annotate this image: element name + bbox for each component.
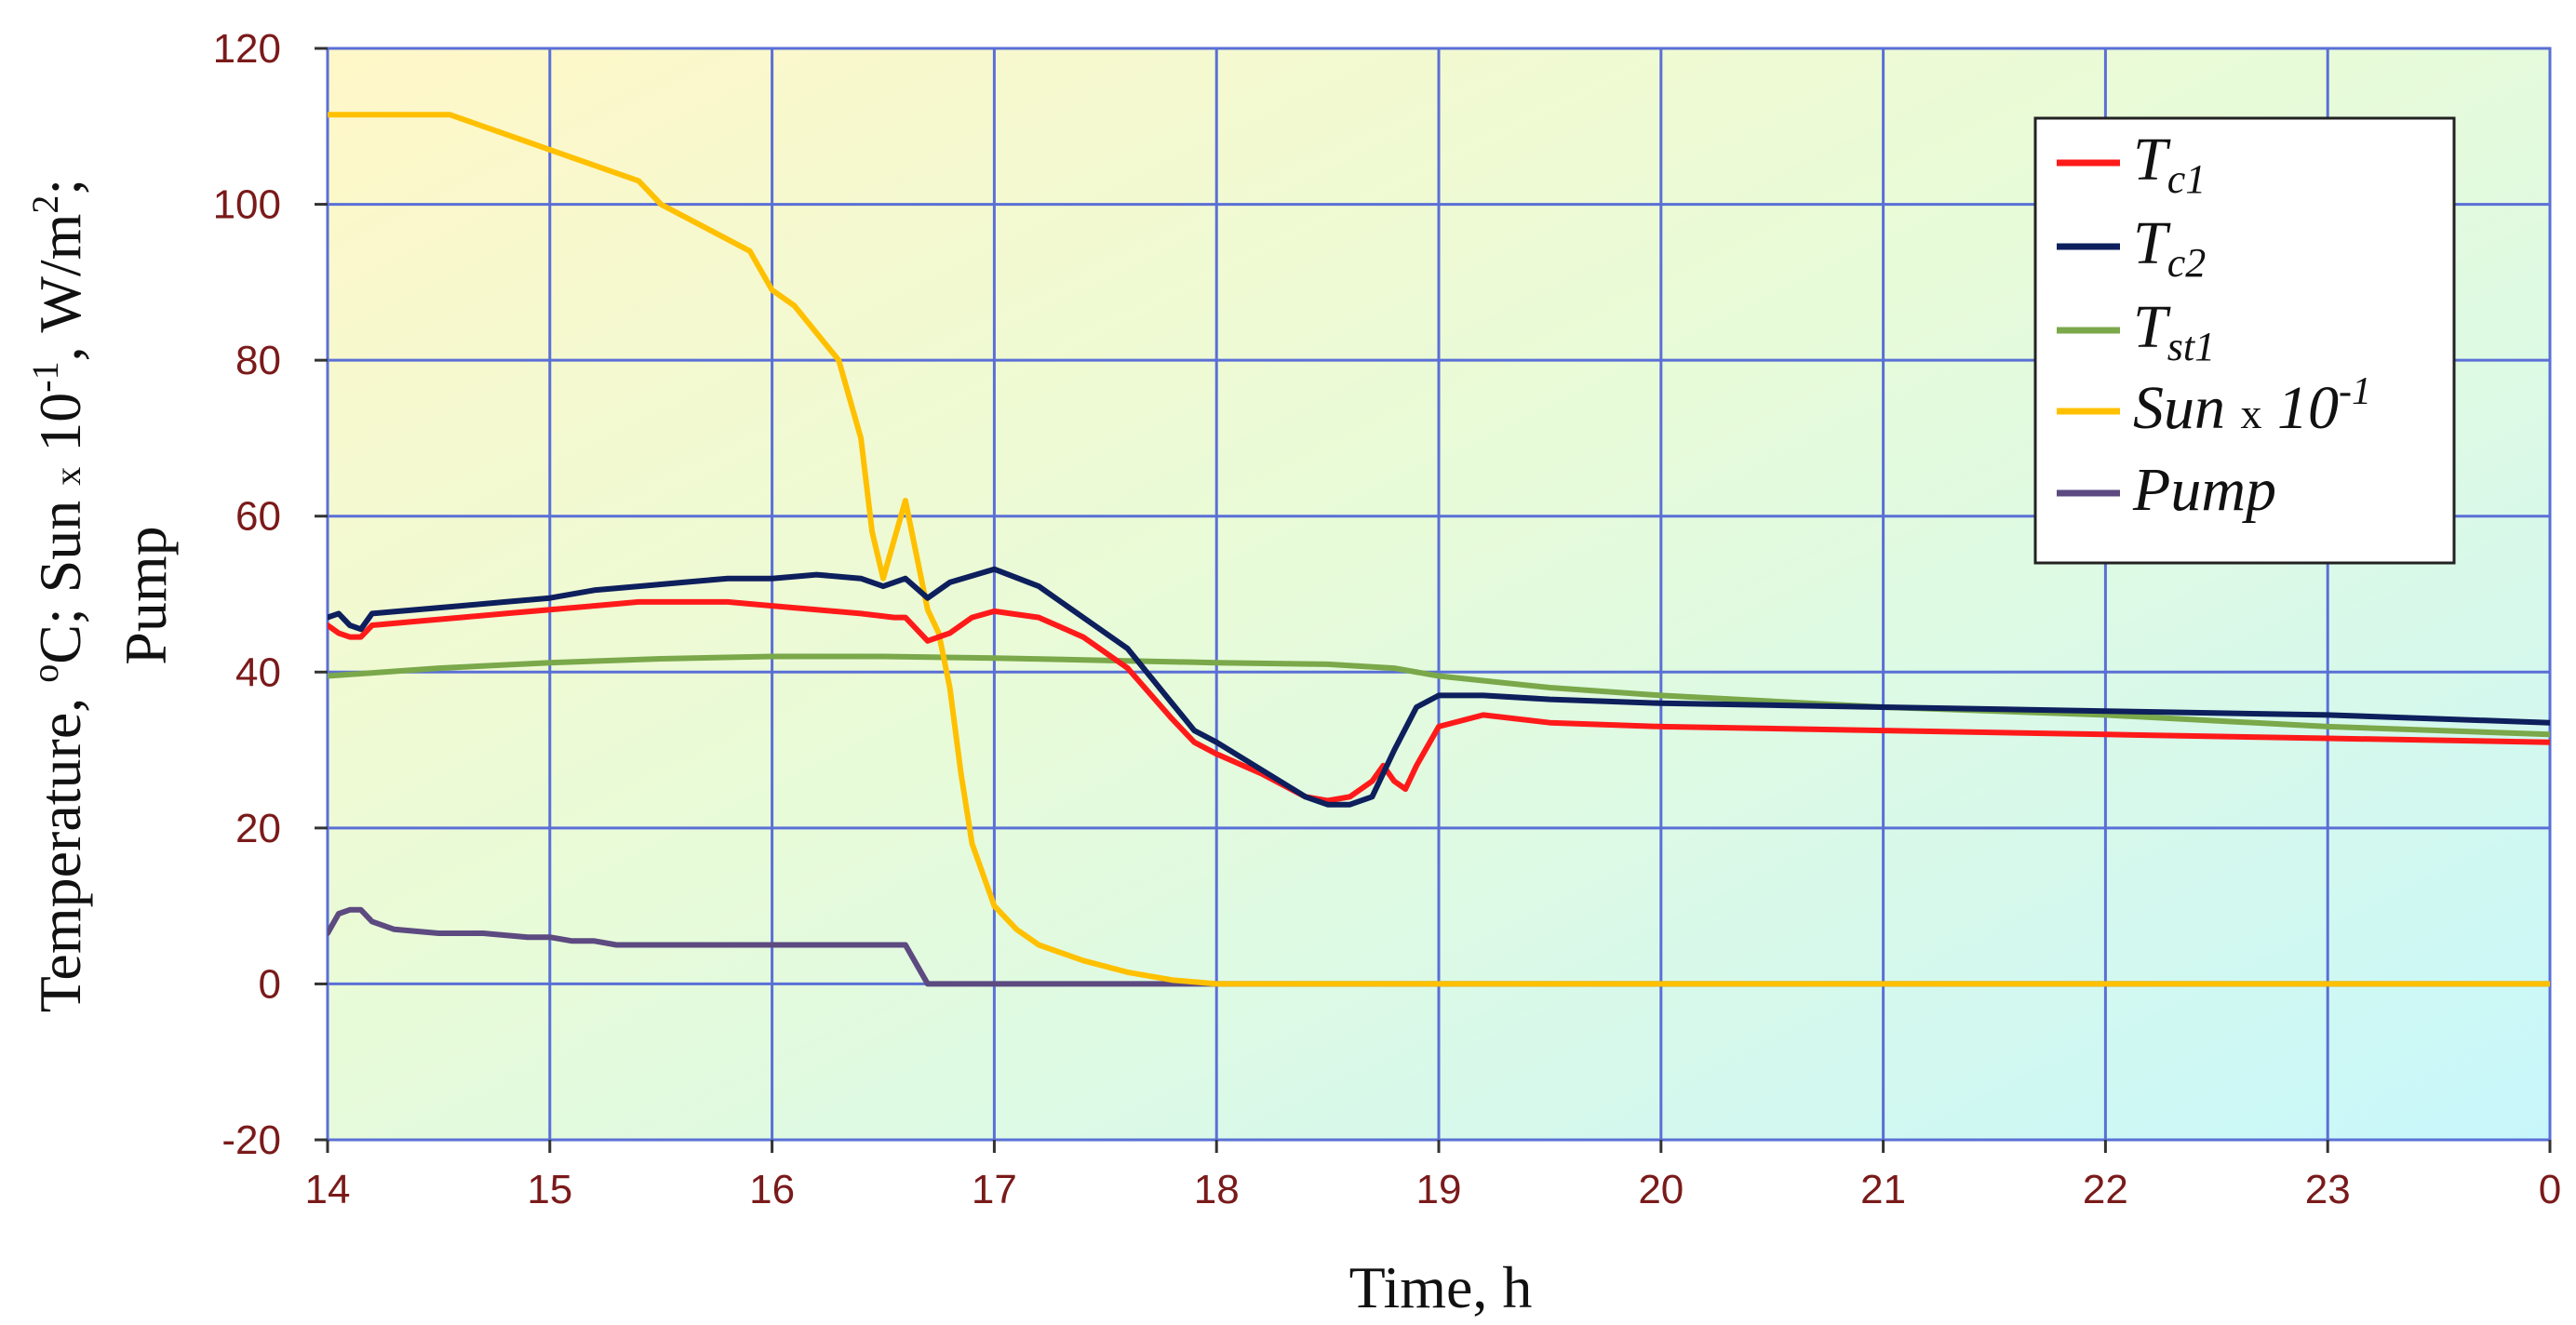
legend-item: Pump — [2057, 456, 2276, 524]
y-axis-ticks: -20 0 20 40 60 80 100 120 — [213, 26, 328, 1163]
legend-item: Tc1 — [2057, 126, 2206, 202]
series-layer — [328, 112, 2550, 987]
legend-item: Tst1 — [2057, 293, 2215, 369]
y-tick-label: 40 — [235, 649, 281, 695]
legend-item: Sun x 10-1 — [2057, 370, 2371, 442]
series-line-1 — [328, 566, 2550, 808]
y-tick-label: 20 — [235, 806, 281, 851]
x-tick-label: 14 — [305, 1167, 351, 1212]
y-axis-title-line2: Pump — [113, 526, 179, 664]
y-axis-title-line1: Temperature, oC; Sun x 10-1, W/m2; — [24, 179, 93, 1012]
x-tick-label: 17 — [972, 1167, 1017, 1212]
x-tick-label: 23 — [2305, 1167, 2351, 1212]
y-tick-label: 0 — [259, 961, 281, 1007]
x-tick-label: 15 — [527, 1167, 572, 1212]
x-tick-label: 22 — [2083, 1167, 2128, 1212]
series-line-3 — [328, 112, 2550, 987]
x-tick-label: 16 — [749, 1167, 795, 1212]
series-line-0 — [328, 598, 2550, 804]
y-tick-label: 120 — [213, 26, 281, 72]
legend-label: Pump — [2132, 456, 2276, 524]
legend-label: Tc2 — [2133, 209, 2206, 286]
legend-label: Tst1 — [2133, 293, 2215, 369]
legend-item: Tc2 — [2057, 209, 2206, 286]
y-tick-label: -20 — [221, 1118, 281, 1163]
y-tick-label: 100 — [213, 182, 281, 228]
legend-label: Sun x 10-1 — [2133, 370, 2371, 442]
legend-box — [2033, 116, 2456, 565]
x-tick-label: 21 — [1860, 1167, 1906, 1212]
y-tick-label: 60 — [235, 494, 281, 540]
y-tick-label: 80 — [235, 338, 281, 383]
x-tick-label: 18 — [1194, 1167, 1240, 1212]
x-axis-title: Time, h — [1349, 1254, 1533, 1320]
x-axis-ticks: 14 15 16 17 18 19 20 21 22 23 0 — [305, 1140, 2561, 1212]
y-axis-title: Temperature, oC; Sun x 10-1, W/m2; Pump — [24, 179, 179, 1012]
x-tick-label: 19 — [1416, 1167, 1462, 1212]
x-tick-label: 0 — [2539, 1167, 2561, 1212]
x-tick-label: 20 — [1638, 1167, 1684, 1212]
legend-label: Tc1 — [2133, 126, 2206, 202]
